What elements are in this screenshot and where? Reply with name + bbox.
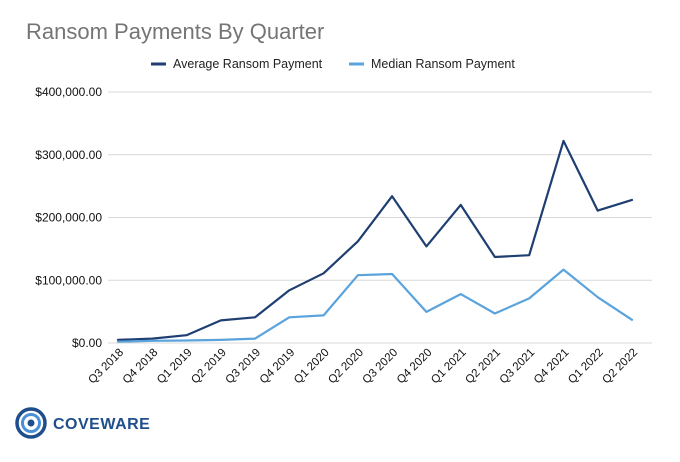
x-tick-label: Q2 2021	[463, 347, 503, 387]
series-line-average	[116, 139, 634, 341]
legend: Average Ransom Payment Median Ransom Pay…	[151, 57, 515, 71]
x-tick-label: Q3 2018	[86, 347, 126, 387]
x-tick-label: Q2 2019	[189, 347, 229, 387]
y-axis: $0.00 $100,000.00 $200,000.00 $300,000.00 $4…	[35, 85, 102, 350]
coveware-logo-mark	[15, 407, 47, 439]
legend-label-average: Average Ransom Payment	[173, 57, 323, 71]
x-tick-label: Q3 2020	[361, 347, 401, 387]
gridlines	[108, 91, 652, 344]
x-tick-label: Q3 2019	[224, 347, 264, 387]
y-tick-label: $0.00	[72, 336, 102, 350]
y-tick-label: $200,000.00	[35, 211, 102, 225]
x-tick-label: Q1 2021	[429, 347, 469, 387]
x-tick-label: Q1 2019	[155, 347, 195, 387]
y-tick-label: $300,000.00	[35, 148, 102, 162]
x-tick-label: Q4 2020	[395, 347, 435, 387]
y-tick-label: $400,000.00	[35, 85, 102, 99]
x-tick-label: Q2 2020	[326, 347, 366, 387]
x-tick-label: Q4 2021	[532, 347, 572, 387]
coveware-logo: COVEWARE	[15, 407, 150, 439]
series-line-median	[116, 268, 634, 343]
x-tick-label: Q3 2021	[498, 347, 538, 387]
x-tick-label: Q1 2022	[566, 347, 606, 387]
x-tick-label: Q4 2018	[121, 347, 161, 387]
x-tick-label: Q4 2019	[258, 347, 298, 387]
x-tick-label: Q1 2020	[292, 347, 332, 387]
y-tick-label: $100,000.00	[35, 273, 102, 287]
chart-title: Ransom Payments By Quarter	[26, 19, 324, 44]
series-lines	[116, 139, 634, 343]
x-tick-label: Q2 2022	[600, 347, 640, 387]
legend-label-median: Median Ransom Payment	[371, 57, 515, 71]
coveware-logo-text: COVEWARE	[53, 416, 150, 433]
